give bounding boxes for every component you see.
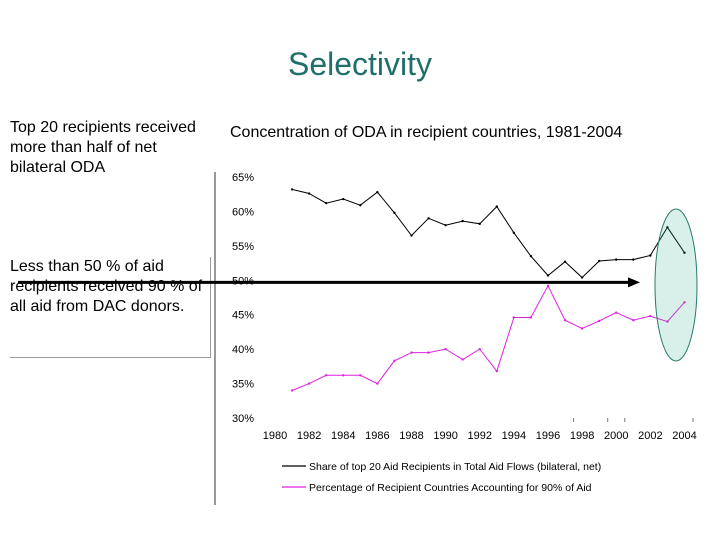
series-1-point [444, 224, 447, 227]
x-tick-label: 1992 [467, 430, 491, 442]
series-1-point [580, 276, 584, 279]
series-1-point [324, 201, 328, 205]
series-1-point [478, 222, 481, 226]
series-2-point [444, 347, 447, 351]
x-tick-label: 1984 [331, 430, 355, 442]
series-1-point [649, 254, 652, 257]
chart-title: Concentration of ODA in recipient countr… [230, 124, 623, 141]
series-2-point [597, 319, 601, 323]
x-tick-label: 1980 [263, 430, 287, 442]
x-tick-label: 2002 [638, 430, 662, 442]
series-2-point [495, 369, 498, 373]
y-tick-label: 55% [232, 241, 254, 253]
x-tick-label: 1986 [365, 430, 389, 442]
series-2-point [393, 359, 396, 363]
series-2-point [461, 358, 464, 361]
y-tick-label: 65% [232, 172, 254, 184]
x-tick-label: 2004 [672, 430, 696, 442]
series-2-point [290, 389, 294, 392]
x-tick-label: 2000 [604, 430, 628, 442]
series-2-point [666, 320, 669, 323]
series-2-point [478, 347, 481, 351]
legend-label-2: Percentage of Recipient Countries Accoun… [309, 482, 592, 494]
legend-label-1: Share of top 20 Aid Recipients in Total … [309, 461, 601, 473]
top-recipients-note: Top 20 recipients received more than hal… [10, 119, 196, 176]
series-1-point [495, 205, 498, 208]
series-2-point [529, 316, 533, 319]
series-1-point [615, 258, 618, 261]
y-tick-label: 40% [232, 344, 254, 356]
series-2-point [546, 284, 550, 287]
y-tick-label: 30% [232, 413, 254, 425]
series-1-point [632, 258, 635, 261]
series-1-point [683, 251, 686, 254]
highlight-ellipse [654, 208, 698, 362]
series-1-point [461, 219, 464, 223]
y-tick-label: 60% [232, 206, 254, 218]
series-1-point [410, 234, 413, 237]
series-2-point [342, 374, 345, 377]
x-tick-label: 1996 [536, 430, 560, 442]
series-2-point [307, 382, 311, 385]
series-1-point [512, 231, 516, 234]
y-tick-label: 35% [232, 379, 254, 391]
y-tick-label: 45% [232, 310, 254, 322]
x-tick-label: 1994 [502, 430, 526, 442]
series-1-point [529, 254, 533, 258]
series-1-point [307, 192, 311, 195]
series-1-point [342, 197, 345, 201]
series-2-point [427, 351, 430, 354]
threshold-arrowhead [628, 277, 640, 288]
series-2-point [563, 319, 567, 322]
series-2-point [512, 316, 516, 319]
series-line-2 [291, 284, 685, 391]
x-tick-label: 1990 [433, 430, 457, 442]
slide-title: Selectivity [0, 46, 720, 83]
series-line-1 [291, 188, 685, 279]
series-2-point [580, 327, 584, 330]
series-2-point [324, 374, 328, 377]
series-1-point [546, 274, 550, 277]
slide-title-text: Selectivity [287, 46, 433, 82]
series-2-point [649, 314, 652, 318]
series-1-point [597, 259, 601, 263]
series-1-point [666, 226, 669, 229]
series-1-point [427, 217, 430, 220]
series-2-point [376, 382, 379, 385]
series-1-point [359, 204, 362, 207]
x-tick-label: 1988 [399, 430, 423, 442]
x-tick-label: 1982 [297, 430, 321, 442]
x-tick-label: 1998 [570, 430, 594, 442]
series-2-point [683, 301, 686, 304]
series-2-point [410, 351, 413, 354]
series-1-point [376, 190, 379, 194]
series-2-point [632, 319, 635, 322]
series-2-point [359, 374, 362, 377]
series-1-point [393, 211, 396, 215]
series-1-point [563, 260, 567, 263]
series-2-point [615, 311, 618, 314]
series-1-point [290, 188, 294, 191]
